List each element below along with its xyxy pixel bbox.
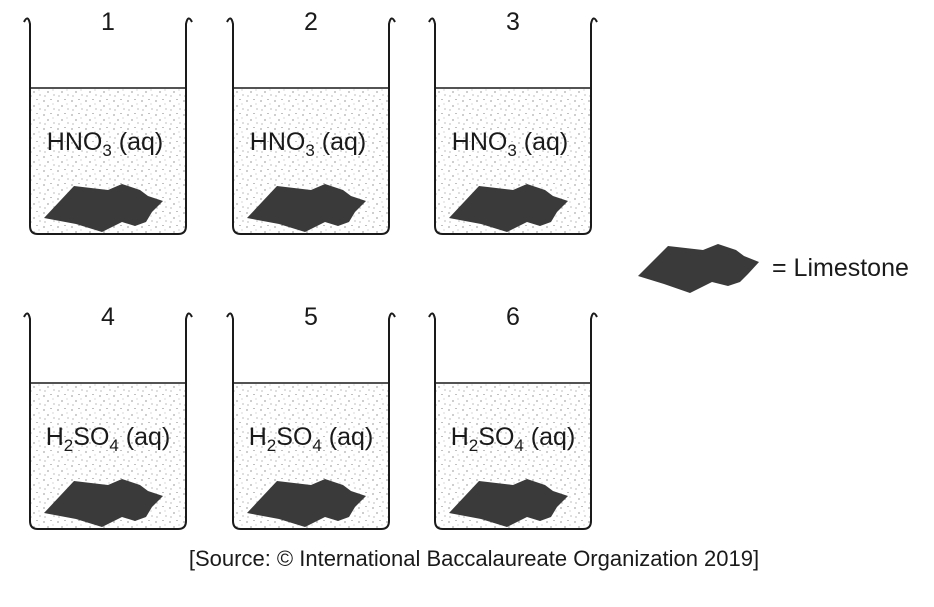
solution-label: HNO3 (aq) bbox=[452, 128, 568, 160]
beaker-2: 2 HNO3 (aq) bbox=[226, 8, 396, 235]
limestone-rock bbox=[449, 479, 568, 527]
legend-label: = Limestone bbox=[772, 254, 909, 282]
beaker-outline bbox=[428, 312, 598, 530]
limestone-rock bbox=[44, 479, 163, 527]
limestone-legend-icon bbox=[638, 244, 759, 293]
beaker-outline bbox=[226, 312, 396, 530]
limestone-rock bbox=[247, 184, 366, 232]
beaker-5: 5 H2SO4 (aq) bbox=[226, 303, 396, 530]
limestone-rock bbox=[449, 184, 568, 232]
beaker-4: 4 H2SO4 (aq) bbox=[23, 303, 193, 530]
beaker-outline bbox=[226, 17, 396, 235]
source-credit: [Source: © International Baccalaureate O… bbox=[189, 546, 759, 571]
legend: = Limestone bbox=[638, 244, 909, 293]
limestone-rock bbox=[247, 479, 366, 527]
solution-label: H2SO4 (aq) bbox=[249, 423, 374, 455]
beaker-3: 3 HNO3 (aq) bbox=[428, 8, 598, 235]
beaker-number: 1 bbox=[101, 8, 115, 36]
beaker-number: 5 bbox=[304, 303, 318, 331]
limestone-rock bbox=[44, 184, 163, 232]
beaker-outline bbox=[23, 17, 193, 235]
beaker-6: 6 H2SO4 (aq) bbox=[428, 303, 598, 530]
solution-label: HNO3 (aq) bbox=[250, 128, 366, 160]
beaker-number: 4 bbox=[101, 303, 115, 331]
beaker-outline bbox=[428, 17, 598, 235]
solution-label: H2SO4 (aq) bbox=[451, 423, 576, 455]
beaker-number: 2 bbox=[304, 8, 318, 36]
beaker-number: 6 bbox=[506, 303, 520, 331]
beaker-number: 3 bbox=[506, 8, 520, 36]
beaker-1: 1 HNO3 (aq) bbox=[23, 8, 193, 235]
solution-label: HNO3 (aq) bbox=[47, 128, 163, 160]
solution-label: H2SO4 (aq) bbox=[46, 423, 171, 455]
beaker-outline bbox=[23, 312, 193, 530]
